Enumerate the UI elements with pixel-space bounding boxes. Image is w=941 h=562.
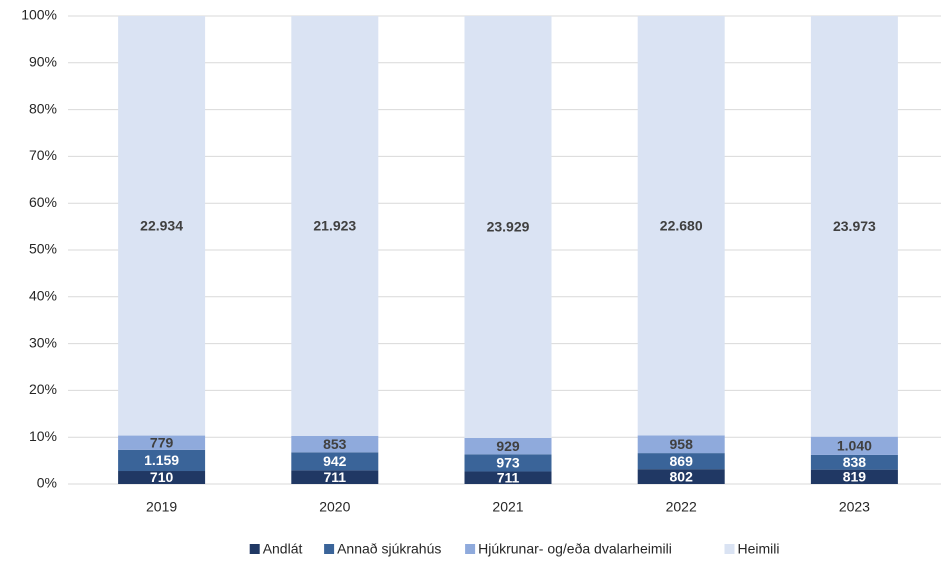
legend-label: Annað sjúkrahús [337, 541, 441, 557]
bar-segment [637, 469, 725, 484]
data-label: 22.680 [660, 217, 703, 233]
data-label: 23.973 [833, 218, 876, 234]
y-tick-label: 10% [29, 428, 57, 444]
bar-segment [291, 16, 379, 436]
bar-segment [464, 454, 552, 472]
legend-swatch [465, 544, 476, 554]
x-tick-label: 2020 [319, 499, 350, 515]
y-tick-label: 40% [29, 288, 57, 304]
bar-segment [464, 437, 552, 455]
bar-segment [291, 470, 379, 484]
y-tick-label: 100% [21, 7, 57, 23]
bar-segment [118, 471, 206, 484]
y-tick-label: 0% [37, 475, 57, 491]
data-label: 21.923 [313, 218, 356, 234]
y-tick-label: 20% [29, 381, 57, 397]
data-label: 869 [670, 453, 694, 469]
data-label: 710 [150, 469, 174, 485]
data-label: 22.934 [140, 217, 183, 233]
data-label: 1.040 [837, 438, 872, 454]
data-label: 853 [323, 436, 347, 452]
legend-label: Heimili [738, 541, 780, 557]
x-tick-label: 2021 [492, 499, 523, 515]
y-tick-label: 50% [29, 241, 57, 257]
bar-segment [810, 16, 898, 437]
bar-segment [637, 453, 725, 470]
x-tick-label: 2023 [839, 499, 870, 515]
bar-segment [810, 436, 898, 455]
x-tick-label: 2022 [666, 499, 697, 515]
legend-label: Hjúkrunar- og/eða dvalarheimili [478, 541, 672, 557]
y-tick-label: 80% [29, 100, 57, 116]
data-label: 929 [496, 438, 520, 454]
legend-label: Andlát [263, 541, 303, 557]
bar-segment [118, 449, 206, 472]
bar-segment [637, 16, 725, 436]
data-label: 711 [497, 469, 520, 485]
data-label: 942 [323, 453, 347, 469]
legend-swatch [324, 544, 335, 554]
bar-segment [291, 435, 379, 453]
y-tick-label: 30% [29, 334, 57, 350]
data-label: 958 [670, 436, 694, 452]
bar-segment [464, 16, 552, 438]
bar-segment [291, 452, 379, 471]
legend-swatch [249, 544, 260, 554]
data-label: 838 [843, 454, 867, 470]
bar-segment [118, 16, 206, 436]
data-label: 23.929 [487, 219, 530, 235]
bar-segment [464, 471, 552, 484]
bar-segment [810, 469, 898, 484]
data-label: 973 [496, 455, 520, 471]
bar-segment [637, 435, 725, 454]
data-label: 711 [324, 469, 347, 485]
data-label: 819 [843, 469, 867, 485]
y-tick-label: 60% [29, 194, 57, 210]
legend-swatch [724, 544, 735, 554]
data-label: 779 [150, 434, 174, 450]
x-tick-label: 2019 [146, 499, 177, 515]
data-label: 802 [670, 468, 694, 484]
data-label: 1.159 [144, 452, 179, 468]
y-tick-label: 70% [29, 147, 57, 163]
y-tick-label: 90% [29, 54, 57, 70]
bar-segment [810, 454, 898, 470]
bar-segment [118, 435, 206, 450]
